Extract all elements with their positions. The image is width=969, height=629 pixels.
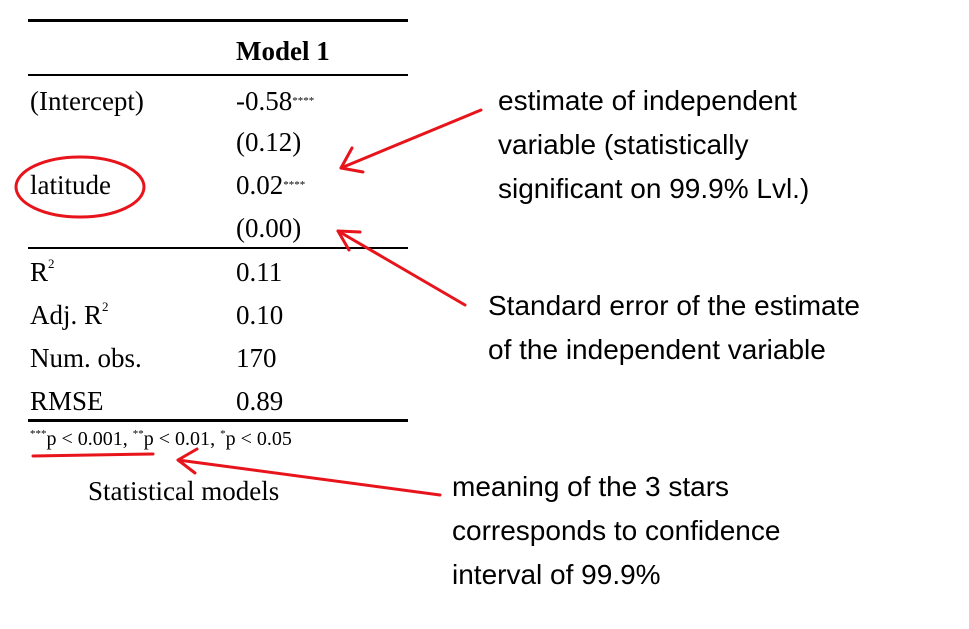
superscript: 2 (102, 299, 109, 314)
stars-underline (31, 452, 155, 458)
stat-label-rmse: RMSE (30, 386, 104, 416)
arrow-to-footnote (176, 447, 442, 497)
footnote-text-3: p < 0.05 (225, 428, 292, 450)
se-intercept: (0.12) (236, 127, 302, 157)
stat-label-num-obs: Num. obs. (30, 343, 142, 373)
annotation-line: corresponds to confidence (452, 515, 781, 546)
table-top-rule (28, 19, 408, 22)
significance-stars: **** (292, 95, 315, 107)
se-latitude: (0.00) (236, 213, 302, 243)
annotation-std-error: Standard error of the estimate of the in… (488, 284, 860, 372)
annotation-stars: meaning of the 3 stars corresponds to co… (452, 465, 780, 597)
footnote-text-2: p < 0.01 (143, 428, 211, 450)
stat-value-num-obs: 170 (236, 343, 277, 373)
estimate-latitude: 0.02**** (236, 172, 305, 199)
latitude-highlight-ellipse (14, 155, 146, 219)
annotation-line: of the independent variable (488, 334, 826, 365)
annotation-line: variable (statistically (498, 129, 749, 160)
footnote-text-1: p < 0.001 (46, 428, 123, 450)
footnote-sep: , (122, 428, 133, 450)
footnote-sep: , (210, 428, 221, 450)
annotation-line: significant on 99.9% Lvl.) (498, 173, 810, 204)
significance-stars: **** (283, 179, 306, 191)
estimate-intercept: -0.58**** (236, 88, 314, 115)
table-bottom-rule (28, 419, 408, 422)
stat-label-r2: R2 (30, 256, 55, 287)
coef-stats-rule (28, 247, 408, 249)
estimate-value: -0.58 (236, 86, 293, 116)
footnote-stars-1: *** (30, 428, 47, 440)
arrow-to-estimate (339, 108, 483, 174)
annotation-line: estimate of independent (498, 85, 797, 116)
stat-label-text: Adj. R (30, 300, 103, 330)
annotation-line: Standard error of the estimate (488, 290, 860, 321)
stat-label-text: R (30, 257, 49, 287)
stat-value-r2: 0.11 (236, 257, 283, 287)
annotation-line: interval of 99.9% (452, 559, 661, 590)
stat-label-adj-r2: Adj. R2 (30, 299, 109, 330)
header-rule (28, 74, 408, 76)
row-label-latitude: latitude (30, 170, 111, 200)
superscript: 2 (48, 256, 55, 271)
arrow-to-std-error (336, 229, 467, 307)
significance-footnote: ***p < 0.001, **p < 0.01, *p < 0.05 (30, 428, 292, 451)
annotation-line: meaning of the 3 stars (452, 471, 730, 502)
annotation-estimate: estimate of independent variable (statis… (498, 79, 809, 211)
table-caption: Statistical models (88, 476, 280, 506)
row-label-intercept: (Intercept) (30, 86, 144, 116)
footnote-stars-2: ** (132, 428, 144, 440)
stat-value-adj-r2: 0.10 (236, 300, 284, 330)
stat-value-rmse: 0.89 (236, 386, 284, 416)
footnote-stars-3: * (220, 428, 226, 440)
estimate-value: 0.02 (236, 170, 284, 200)
model-header: Model 1 (236, 36, 330, 66)
